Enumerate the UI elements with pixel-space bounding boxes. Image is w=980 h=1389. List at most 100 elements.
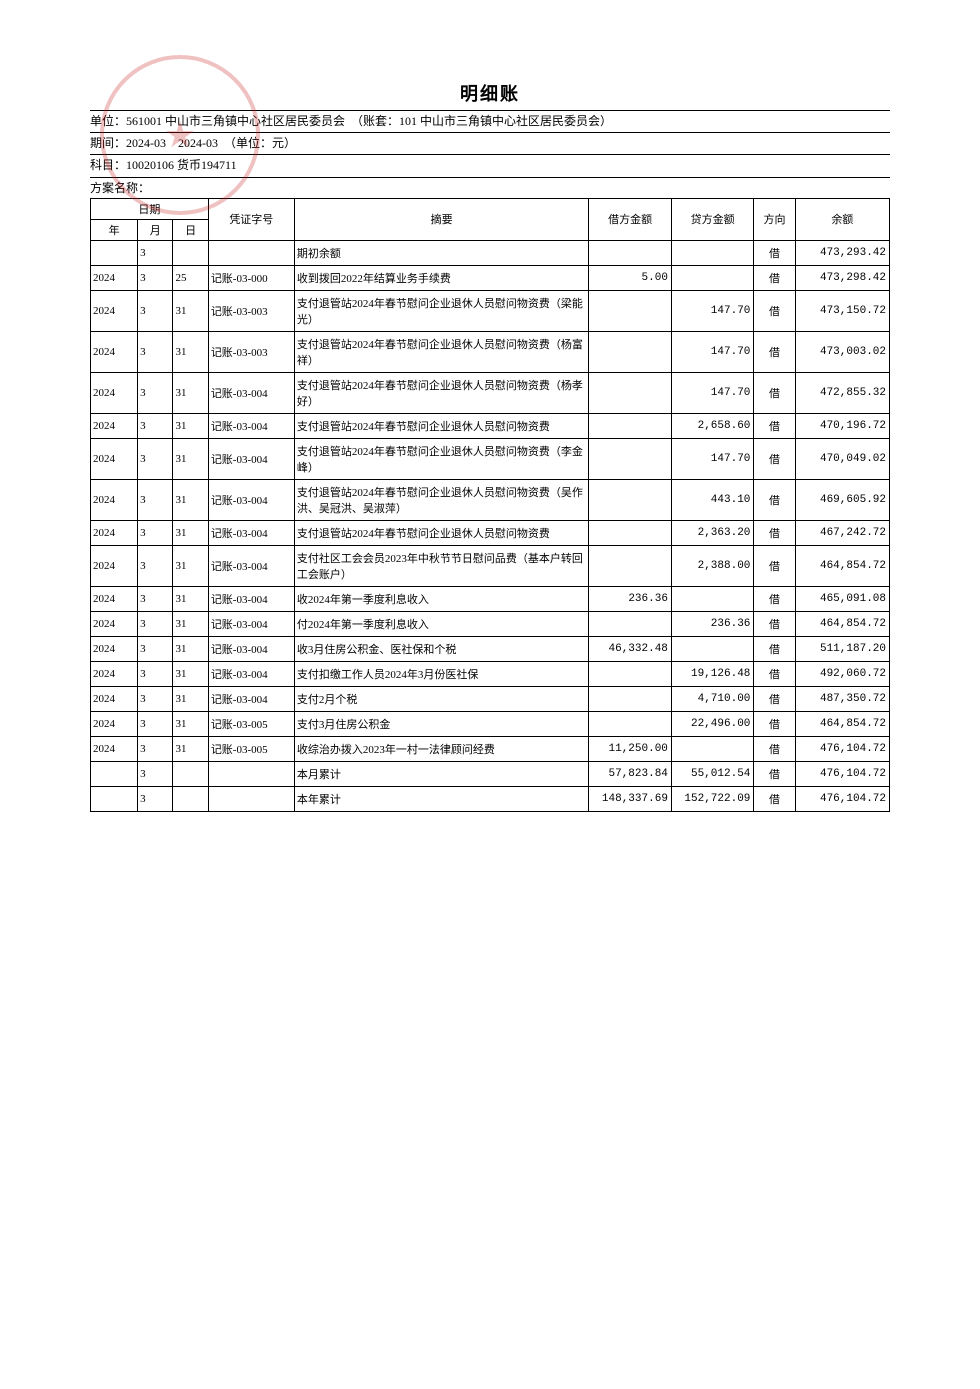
table-row: 2024331记账-03-005支付3月住房公积金22,496.00借464,8… [91,711,890,736]
table-cell: 3 [138,736,173,761]
table-cell: 57,823.84 [589,761,671,786]
table-cell: 31 [173,586,208,611]
table-cell: 147.70 [671,290,753,331]
table-cell: 借 [754,711,795,736]
table-cell: 收3月住房公积金、医社保和个税 [294,636,589,661]
table-cell: 3 [138,711,173,736]
table-cell: 借 [754,479,795,520]
table-row: 3本年累计148,337.69152,722.09借476,104.72 [91,786,890,811]
table-cell: 支付退管站2024年春节慰问企业退休人员慰问物资费（杨孝好） [294,372,589,413]
table-cell [671,265,753,290]
table-cell: 支付扣缴工作人员2024年3月份医社保 [294,661,589,686]
table-cell: 记账-03-004 [208,413,294,438]
meta-plan: 方案名称： [90,177,890,199]
table-cell [589,240,671,265]
table-cell: 476,104.72 [795,761,889,786]
table-cell [173,761,208,786]
table-cell: 464,854.72 [795,711,889,736]
table-cell: 31 [173,479,208,520]
table-cell [671,736,753,761]
table-cell [589,611,671,636]
table-cell: 支付2月个税 [294,686,589,711]
table-cell: 55,012.54 [671,761,753,786]
table-cell: 469,605.92 [795,479,889,520]
table-row: 2024331记账-03-004支付退管站2024年春节慰问企业退休人员慰问物资… [91,438,890,479]
subject-label: 科目： [90,158,126,172]
header-voucher: 凭证字号 [208,198,294,240]
table-row: 2024331记账-03-003支付退管站2024年春节慰问企业退休人员慰问物资… [91,331,890,372]
table-cell: 31 [173,520,208,545]
table-cell: 31 [173,661,208,686]
table-row: 2024331记账-03-004支付社区工会会员2023年中秋节节日慰问品费（基… [91,545,890,586]
table-cell: 147.70 [671,331,753,372]
table-cell: 473,293.42 [795,240,889,265]
table-cell [671,636,753,661]
table-cell: 支付退管站2024年春节慰问企业退休人员慰问物资费（吴作洪、吴冠洪、吴淑萍） [294,479,589,520]
table-cell: 473,298.42 [795,265,889,290]
table-cell: 3 [138,545,173,586]
table-cell: 借 [754,520,795,545]
unit-value: 561001 中山市三角镇中心社区居民委员会 （账套：101 中山市三角镇中心社… [126,114,612,128]
table-cell [589,520,671,545]
table-cell: 2,658.60 [671,413,753,438]
table-cell: 464,854.72 [795,545,889,586]
table-cell: 492,060.72 [795,661,889,686]
table-row: 3本月累计57,823.8455,012.54借476,104.72 [91,761,890,786]
table-cell: 3 [138,611,173,636]
table-row: 2024331记账-03-004收2024年第一季度利息收入236.36借465… [91,586,890,611]
table-cell: 470,049.02 [795,438,889,479]
table-cell: 借 [754,413,795,438]
table-cell: 2024 [91,661,138,686]
table-cell: 147.70 [671,372,753,413]
table-cell: 借 [754,636,795,661]
table-cell: 借 [754,545,795,586]
header-date: 日期 [91,198,209,219]
table-cell: 11,250.00 [589,736,671,761]
table-cell: 期初余额 [294,240,589,265]
table-cell: 467,242.72 [795,520,889,545]
table-cell: 152,722.09 [671,786,753,811]
period-value: 2024-03 2024-03 （单位：元） [126,136,296,150]
table-cell: 3 [138,413,173,438]
table-cell: 476,104.72 [795,786,889,811]
table-cell: 3 [138,265,173,290]
table-cell: 3 [138,786,173,811]
table-cell: 记账-03-004 [208,636,294,661]
table-cell: 31 [173,611,208,636]
table-cell: 31 [173,438,208,479]
table-cell: 2024 [91,611,138,636]
table-cell: 2024 [91,372,138,413]
table-cell: 支付退管站2024年春节慰问企业退休人员慰问物资费（杨富祥） [294,331,589,372]
table-cell: 借 [754,372,795,413]
table-cell: 借 [754,736,795,761]
table-cell [173,240,208,265]
table-cell: 记账-03-003 [208,331,294,372]
header-year: 年 [91,219,138,240]
table-cell [91,240,138,265]
table-cell: 31 [173,636,208,661]
table-cell: 记账-03-005 [208,711,294,736]
table-cell: 借 [754,786,795,811]
table-cell: 31 [173,545,208,586]
table-cell: 2024 [91,520,138,545]
table-cell: 借 [754,331,795,372]
table-cell: 2024 [91,736,138,761]
table-cell: 147.70 [671,438,753,479]
table-cell: 31 [173,736,208,761]
table-cell: 记账-03-004 [208,686,294,711]
table-cell: 487,350.72 [795,686,889,711]
table-cell: 记账-03-000 [208,265,294,290]
subject-value: 10020106 货币194711 [126,158,237,172]
table-cell [589,686,671,711]
table-cell: 3 [138,290,173,331]
table-cell: 22,496.00 [671,711,753,736]
table-row: 2024331记账-03-004支付退管站2024年春节慰问企业退休人员慰问物资… [91,372,890,413]
meta-subject: 科目：10020106 货币194711 [90,154,890,176]
table-cell: 借 [754,761,795,786]
table-row: 3期初余额借473,293.42 [91,240,890,265]
table-cell: 本年累计 [294,786,589,811]
table-row: 2024331记账-03-004支付退管站2024年春节慰问企业退休人员慰问物资… [91,479,890,520]
table-cell [671,240,753,265]
table-cell: 记账-03-004 [208,611,294,636]
table-row: 2024331记账-03-003支付退管站2024年春节慰问企业退休人员慰问物资… [91,290,890,331]
